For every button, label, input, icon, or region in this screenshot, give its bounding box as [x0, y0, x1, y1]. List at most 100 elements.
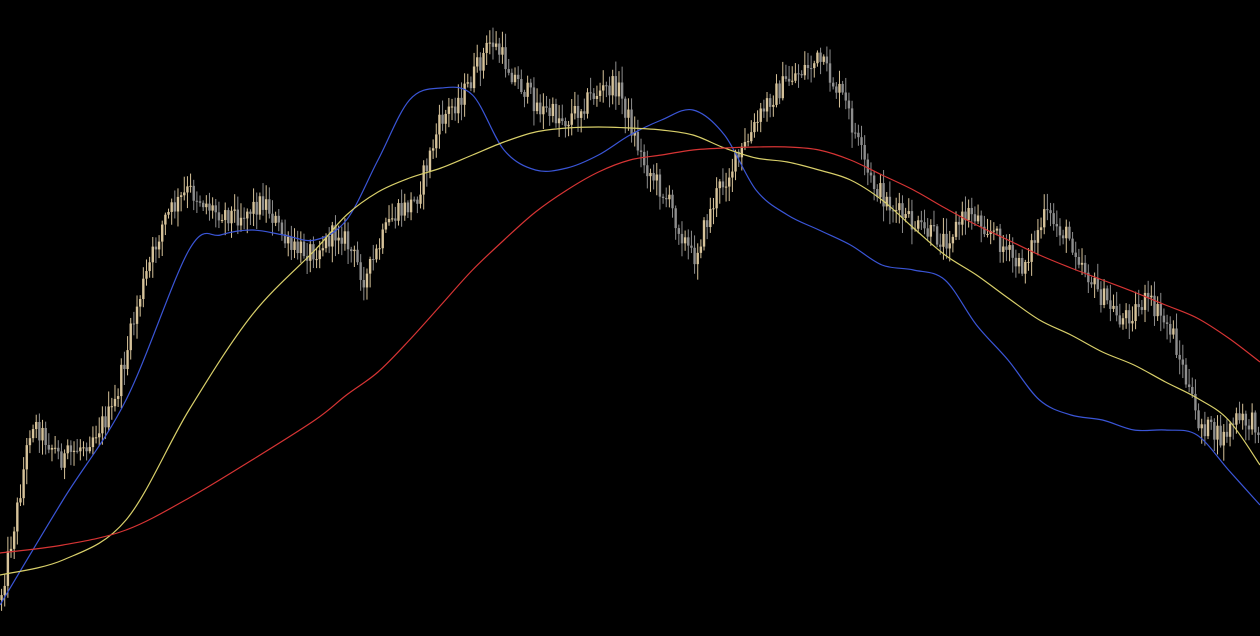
candle-body: [438, 114, 441, 135]
candle-body: [980, 215, 983, 227]
candle-body: [126, 350, 129, 370]
candle-body: [198, 201, 202, 203]
candle-body: [888, 196, 892, 211]
candle-body: [101, 416, 104, 434]
candle-body: [570, 113, 573, 125]
candle-body: [431, 148, 435, 151]
candle-body: [687, 237, 690, 246]
candle-body: [422, 165, 425, 195]
candle-body: [929, 225, 933, 237]
candle-body: [557, 118, 561, 124]
candle-body: [986, 234, 989, 236]
candle-body: [1153, 295, 1156, 317]
candle-body: [457, 97, 460, 114]
candle-body: [327, 235, 331, 247]
candle-body: [211, 205, 214, 211]
candle-body: [1106, 288, 1109, 301]
candle-body: [409, 199, 413, 213]
candle-body: [1247, 425, 1251, 430]
candle-body: [63, 453, 66, 468]
candle-body: [277, 215, 280, 223]
candle-body: [387, 218, 391, 223]
candle-body: [132, 323, 136, 325]
candle-body: [120, 364, 123, 397]
candle-body: [271, 213, 274, 223]
candle-body: [1014, 257, 1018, 267]
candle-body: [671, 194, 674, 209]
candle-body: [1146, 292, 1150, 298]
candle-body: [1011, 245, 1014, 258]
candle-body: [1118, 315, 1122, 325]
candle-body: [1077, 257, 1081, 265]
candle-body: [375, 248, 378, 260]
candle-body: [731, 171, 734, 178]
candle-body: [1184, 364, 1188, 385]
candle-body: [239, 217, 243, 226]
candle-body: [1071, 238, 1074, 253]
candle-body: [1027, 261, 1030, 263]
candle-body: [1219, 425, 1222, 446]
candle-body: [822, 56, 825, 62]
candle-body: [964, 211, 967, 221]
candle-body: [1109, 300, 1112, 309]
candle-body: [1194, 393, 1197, 411]
candle-body: [343, 231, 347, 244]
candle-body: [904, 214, 907, 218]
candle-body: [353, 249, 356, 252]
candle-body: [179, 195, 183, 197]
candle-body: [365, 273, 369, 288]
candle-body: [1112, 305, 1115, 309]
candle-body: [646, 165, 649, 177]
candle-body: [765, 98, 769, 112]
candle-body: [816, 52, 819, 64]
candle-body: [362, 279, 366, 288]
moving-average-lines: [0, 86, 1260, 606]
candle-body: [942, 233, 945, 247]
candle-body: [743, 141, 747, 147]
candle-body: [494, 43, 498, 47]
candle-body: [539, 102, 542, 115]
candle-body: [989, 231, 992, 235]
candle-body: [784, 76, 788, 79]
candle-body: [652, 172, 655, 181]
candle-body: [463, 83, 466, 105]
candle-body: [756, 121, 759, 123]
candle-body: [1128, 310, 1131, 324]
candle-body: [1137, 304, 1140, 308]
candle-body: [334, 225, 337, 241]
candle-body: [605, 85, 608, 87]
candle-body: [932, 225, 936, 227]
candle-body: [907, 211, 910, 215]
candle-body: [88, 447, 91, 452]
candle-body: [66, 445, 69, 454]
candle-body: [476, 57, 479, 67]
candle-body: [6, 551, 10, 586]
candle-body: [413, 199, 416, 201]
candle-body: [579, 111, 583, 118]
candle-body: [1222, 431, 1225, 446]
candle-body: [425, 165, 429, 172]
candle-body: [712, 208, 715, 210]
candle-body: [1008, 245, 1011, 250]
candle-body: [1203, 424, 1207, 437]
candle-body: [91, 437, 95, 448]
candle-body: [293, 241, 296, 250]
candle-body: [441, 114, 444, 124]
candle-body: [665, 197, 668, 200]
candle-body: [205, 203, 208, 208]
candle-body: [806, 64, 810, 69]
candle-body: [674, 208, 677, 229]
candle-body: [835, 86, 838, 93]
candle-body: [485, 42, 488, 53]
candle-body: [472, 66, 476, 89]
candle-body: [201, 202, 205, 208]
candle-body: [598, 90, 602, 96]
candle-body: [872, 175, 876, 190]
candle-body: [1102, 288, 1106, 305]
candle-body: [107, 406, 110, 428]
candle-body: [189, 185, 192, 187]
candle-body: [498, 43, 501, 55]
candle-body: [718, 181, 721, 189]
